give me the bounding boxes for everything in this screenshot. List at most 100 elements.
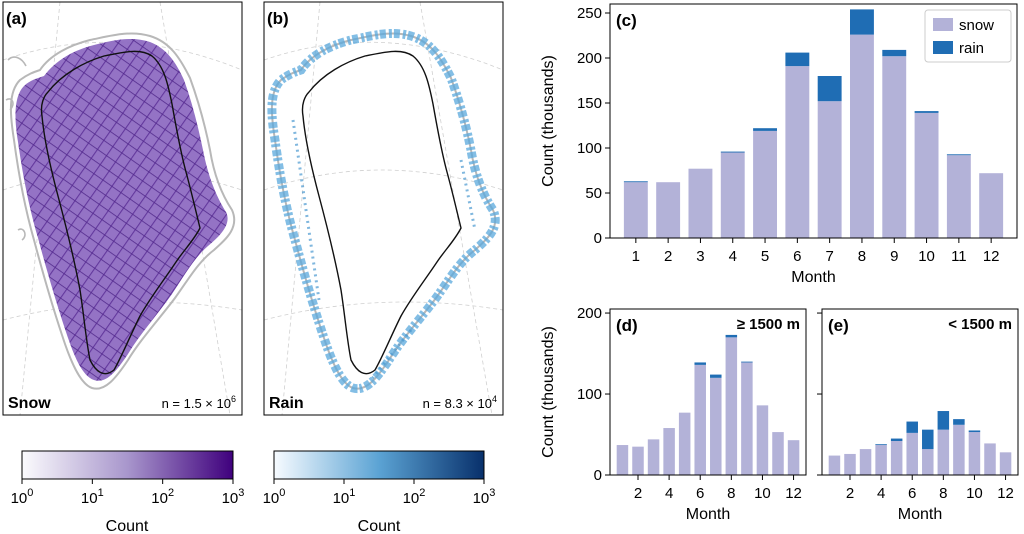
bar-rain — [914, 111, 939, 113]
rain-observation-density-inner — [291, 119, 477, 381]
y-tick-label: 100 — [577, 140, 602, 157]
bar-rain — [817, 76, 842, 102]
bar-rain — [623, 181, 648, 183]
x-tick-label: 4 — [877, 485, 885, 502]
x-tick-label: 5 — [761, 248, 769, 265]
x-tick-label: 10 — [918, 248, 935, 265]
bar-snow — [678, 412, 691, 475]
x-tick-label: 1 — [632, 248, 640, 265]
bar-rain — [710, 374, 722, 378]
sample-count-snow: n = 1.5 × 106 — [162, 394, 236, 411]
y-axis-label: Count (thousands) — [540, 55, 557, 187]
x-tick-label: 6 — [696, 485, 704, 502]
colorbar-rain-ticks: 100 101 102 103 — [263, 479, 496, 507]
colorbar-tick-label: 103 — [473, 487, 496, 507]
colorbar-snow: 100 101 102 103 Count — [11, 450, 245, 534]
bar-rain — [694, 362, 706, 365]
colorbar-tick-label: 103 — [222, 487, 245, 507]
bar-snow — [914, 112, 939, 238]
y-tick-label: 0 — [594, 230, 602, 247]
bar-snow — [720, 152, 745, 238]
bar-snow — [850, 34, 874, 238]
bar-rain — [906, 421, 918, 433]
bar-snow — [946, 155, 971, 238]
x-tick-label: 6 — [793, 248, 801, 265]
bar-snow — [999, 452, 1012, 475]
bar-snow — [694, 364, 706, 475]
x-tick-label: 4 — [729, 248, 737, 265]
x-tick-label: 8 — [727, 485, 735, 502]
panel-label-a: (a) — [6, 9, 27, 28]
greenland-coast-west-islands — [5, 56, 27, 241]
x-tick-label: 7 — [825, 248, 833, 265]
bar-snow — [922, 449, 934, 475]
y-tick-label: 50 — [585, 185, 602, 202]
bar-rain — [785, 52, 810, 67]
ice-sheet-margin — [301, 50, 462, 375]
bar-snow — [688, 168, 713, 238]
bar-snow — [953, 424, 965, 475]
bar-rain — [725, 334, 738, 338]
map-name-snow: Snow — [8, 395, 51, 412]
colorbar-rain: 100 101 102 103 Count — [263, 450, 496, 534]
rain-observation-density — [267, 29, 500, 394]
bar-snow — [979, 173, 1004, 238]
x-tick-label: 3 — [696, 248, 704, 265]
bar-snow — [817, 101, 842, 238]
panel-title: ≥ 1500 m — [737, 316, 800, 333]
x-tick-label: 8 — [939, 485, 947, 502]
x-tick-label: 12 — [983, 248, 1000, 265]
x-axis-label: Month — [898, 506, 942, 523]
bar-snow — [741, 362, 753, 475]
bar-rain — [850, 9, 874, 35]
colorbar-tick-label: 102 — [403, 487, 426, 507]
colorbar-tick-label: 101 — [81, 487, 104, 507]
x-tick-label: 2 — [634, 485, 642, 502]
y-axis-label: Count (thousands) — [540, 326, 557, 458]
bar-snow — [756, 405, 769, 475]
bar-snow — [859, 449, 872, 475]
bar-snow — [882, 56, 907, 239]
x-tick-label: 2 — [846, 485, 854, 502]
x-tick-label: 4 — [665, 485, 673, 502]
bar-rain — [753, 128, 777, 131]
x-tick-label: 12 — [997, 485, 1014, 502]
y-tick-label: 0 — [594, 467, 602, 484]
bar-snow — [968, 432, 981, 475]
bar-snow — [875, 445, 887, 475]
bar-rain — [922, 429, 934, 450]
panel-title: < 1500 m — [948, 316, 1012, 333]
bar-snow — [937, 429, 950, 475]
bar-snow — [828, 455, 841, 475]
x-tick-label: 9 — [890, 248, 898, 265]
bar-rain — [875, 444, 887, 446]
colorbar-snow-ticks: 100 101 102 103 — [11, 479, 245, 507]
panel-label: (e) — [828, 316, 849, 335]
plot-frame — [821, 308, 1019, 476]
panel-label: (c) — [616, 11, 637, 30]
bar-snow — [616, 445, 629, 475]
y-tick-label: 200 — [577, 50, 602, 67]
colorbar-tick-label: 100 — [11, 487, 34, 507]
map-panel-rain: (b) Rain n = 8.3 × 104 — [263, 1, 504, 416]
y-tick-label: 200 — [577, 305, 602, 322]
bar-rain — [741, 361, 753, 363]
map-name-rain: Rain — [269, 395, 304, 412]
plot-frame — [609, 3, 1018, 239]
bar-rain — [720, 151, 745, 153]
greenland-coast-outline — [9, 32, 236, 390]
legend-swatch-snow — [933, 18, 953, 31]
x-tick-label: 11 — [951, 248, 967, 265]
bar-snow — [906, 432, 918, 475]
colorbar-tick-label: 102 — [151, 487, 174, 507]
bar-snow — [844, 453, 856, 475]
bar-rain — [968, 430, 981, 433]
bar-rain — [890, 438, 903, 441]
bar-chart-monthly-low: 2 4 6 8 10 12 Month (e) < 1500 m — [817, 308, 1019, 523]
bar-snow — [710, 377, 722, 475]
ice-sheet-margin — [40, 50, 201, 375]
bar-snow — [663, 428, 675, 475]
x-axis-label: Month — [686, 506, 730, 523]
x-tick-label: 2 — [664, 248, 672, 265]
